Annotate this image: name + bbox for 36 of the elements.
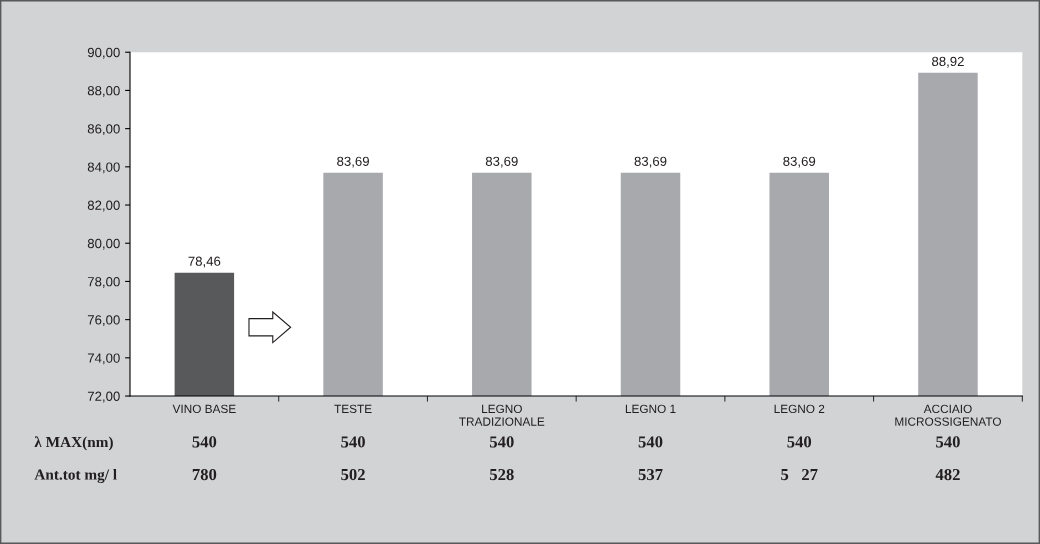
text: 540: [192, 436, 217, 448]
text: 502: [341, 468, 365, 481]
x-tick-label: LEGNO TRADIZIONALE: [459, 404, 545, 426]
text: 5 27: [781, 468, 818, 481]
data-label: 88,92: [932, 56, 964, 68]
x-tick-label: LEGNO 1: [625, 404, 676, 414]
data-label: 83,69: [337, 156, 369, 168]
text: 540: [638, 436, 663, 448]
data-label: 83,69: [783, 156, 816, 168]
x-tick-label: LEGNO 2: [774, 404, 825, 414]
text: λ MAX(nm): [34, 436, 113, 451]
y-tick-label: 80,00: [87, 238, 120, 250]
y-tick-label: 74,00: [87, 353, 120, 365]
data-label: 83,69: [485, 156, 518, 168]
x-tick-label: VINO BASE: [172, 404, 236, 414]
text: 482: [935, 468, 960, 481]
y-tick-label: 84,00: [87, 162, 120, 174]
text: 780: [192, 468, 217, 481]
y-tick-label: 82,00: [87, 200, 120, 212]
data-label: 78,46: [188, 256, 221, 268]
x-tick-label: TESTE: [334, 404, 372, 414]
y-tick-label: 88,00: [87, 85, 120, 97]
y-tick-label: 90,00: [87, 47, 120, 59]
y-tick-label: 78,00: [87, 277, 120, 288]
text: 540: [936, 436, 960, 448]
text: 540: [787, 436, 812, 448]
text: 540: [341, 436, 365, 448]
text: 528: [489, 468, 514, 481]
y-tick-label: 86,00: [87, 124, 120, 136]
text: Ant.tot mg/ l: [34, 469, 117, 483]
y-tick-label: 72,00: [87, 391, 120, 403]
y-tick-label: 76,00: [87, 315, 120, 327]
x-tick-label: ACCIAIO MICROSSIGENATO: [895, 404, 1001, 426]
text: 537: [638, 468, 663, 481]
data-label: 83,69: [634, 156, 667, 168]
text: 540: [489, 436, 514, 448]
